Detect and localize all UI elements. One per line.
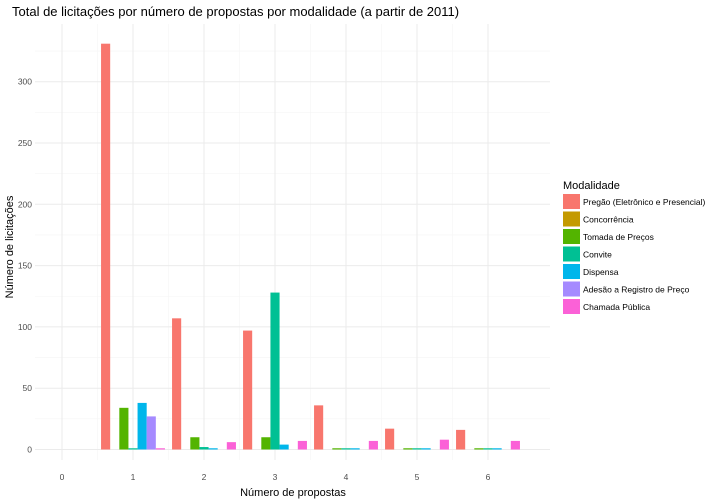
bar <box>190 437 200 450</box>
legend-swatch <box>563 211 580 227</box>
bar <box>226 442 236 450</box>
gridlines <box>35 24 550 460</box>
bar <box>270 292 280 450</box>
y-axis-title: Número de licitações <box>4 195 16 298</box>
bar <box>128 448 138 450</box>
bar <box>403 448 413 450</box>
bar <box>368 440 378 450</box>
bar <box>412 448 422 450</box>
legend-swatch <box>563 264 580 279</box>
y-tick-label: 300 <box>18 77 32 87</box>
legend-label: Convite <box>583 250 612 260</box>
bar <box>421 448 431 450</box>
legend-label: Pregão (Eletrônico e Presencial) <box>583 197 706 207</box>
bar <box>119 407 129 450</box>
legend-title: Modalidade <box>563 180 620 192</box>
bar <box>385 428 395 450</box>
bar <box>101 43 111 450</box>
legend: Modalidade Pregão (Eletrônico e Presenci… <box>563 180 706 314</box>
bar <box>474 448 484 450</box>
bar <box>199 447 209 450</box>
y-tick-label: 250 <box>18 138 32 148</box>
y-tick-labels: 0 50 100 150 200 250 300 <box>18 77 32 455</box>
chart-title: Total de licitações por número de propos… <box>12 4 459 19</box>
bar <box>243 330 253 450</box>
x-tick-label: 2 <box>202 472 207 482</box>
y-tick-label: 200 <box>18 199 32 209</box>
bar <box>314 405 324 450</box>
x-tick-label: 1 <box>131 472 136 482</box>
x-tick-label: 3 <box>273 472 278 482</box>
bar <box>483 448 493 450</box>
bar <box>261 437 271 450</box>
legend-swatch <box>563 229 580 244</box>
x-tick-labels: 0 1 2 3 4 5 6 <box>60 472 491 482</box>
y-tick-label: 100 <box>18 322 32 332</box>
legend-label: Adesão a Registro de Preço <box>583 285 690 295</box>
legend-swatch <box>563 299 580 314</box>
legend-label: Dispensa <box>583 267 619 277</box>
bar <box>279 444 289 450</box>
bar <box>439 439 449 450</box>
bar <box>332 448 342 450</box>
bar <box>456 429 466 450</box>
x-tick-label: 6 <box>486 472 491 482</box>
x-tick-label: 4 <box>344 472 349 482</box>
legend-swatch <box>563 246 580 262</box>
x-tick-label: 5 <box>415 472 420 482</box>
legend-label: Concorrência <box>583 215 634 225</box>
bar <box>208 448 218 450</box>
bar <box>350 448 360 450</box>
legend-swatch <box>563 194 580 209</box>
legend-label: Chamada Pública <box>583 302 650 312</box>
bar <box>155 448 165 450</box>
y-tick-label: 150 <box>18 261 32 271</box>
x-tick-label: 0 <box>60 472 65 482</box>
bar <box>137 402 147 450</box>
y-tick-label: 0 <box>27 445 32 455</box>
x-axis-title: Número de propostas <box>240 487 346 499</box>
bars <box>101 43 520 450</box>
bar <box>146 416 156 450</box>
y-tick-label: 50 <box>23 383 33 393</box>
legend-label: Tomada de Preços <box>583 232 654 242</box>
legend-swatch <box>563 281 580 297</box>
bar <box>297 440 307 450</box>
bar <box>510 440 520 450</box>
bar <box>341 448 351 450</box>
bar <box>172 318 182 450</box>
bar <box>492 448 502 450</box>
